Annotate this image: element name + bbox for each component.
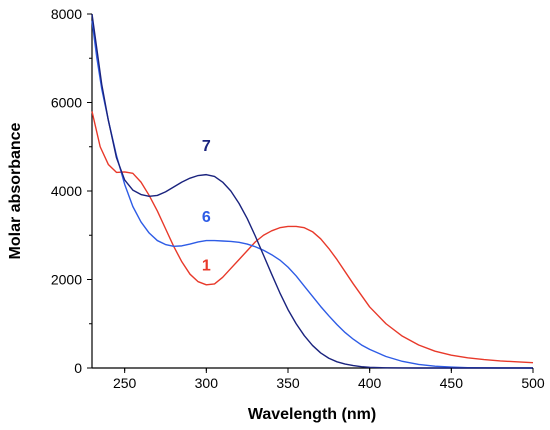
y-tick-label: 0	[74, 360, 82, 376]
series-line-7	[91, 13, 533, 369]
series-label-1: 1	[202, 258, 211, 275]
series-line-1	[91, 111, 534, 364]
y-tick-label: 2000	[51, 272, 82, 288]
series-label-6: 6	[202, 209, 211, 226]
x-tick-label: 450	[440, 375, 464, 391]
series-label-7: 7	[202, 138, 211, 155]
y-axis-title: Molar absorbance	[7, 122, 24, 259]
series-layer	[91, 13, 534, 369]
series-line-6	[91, 20, 534, 369]
x-tick-label: 350	[276, 375, 300, 391]
x-axis-title: Wavelength (nm)	[248, 406, 376, 423]
ticks-layer: 250 300 350 400 450 500 0 2000 4000 6000 8000	[51, 6, 545, 391]
x-tick-label: 500	[521, 375, 545, 391]
x-tick-label: 400	[358, 375, 382, 391]
y-tick-label: 6000	[51, 95, 82, 111]
plot-frame	[91, 14, 533, 369]
y-tick-label: 8000	[51, 6, 82, 22]
x-tick-label: 250	[113, 375, 137, 391]
y-tick-label: 4000	[51, 183, 82, 199]
annotation-layer: 7 6 1	[202, 138, 211, 274]
x-tick-label: 300	[195, 375, 219, 391]
